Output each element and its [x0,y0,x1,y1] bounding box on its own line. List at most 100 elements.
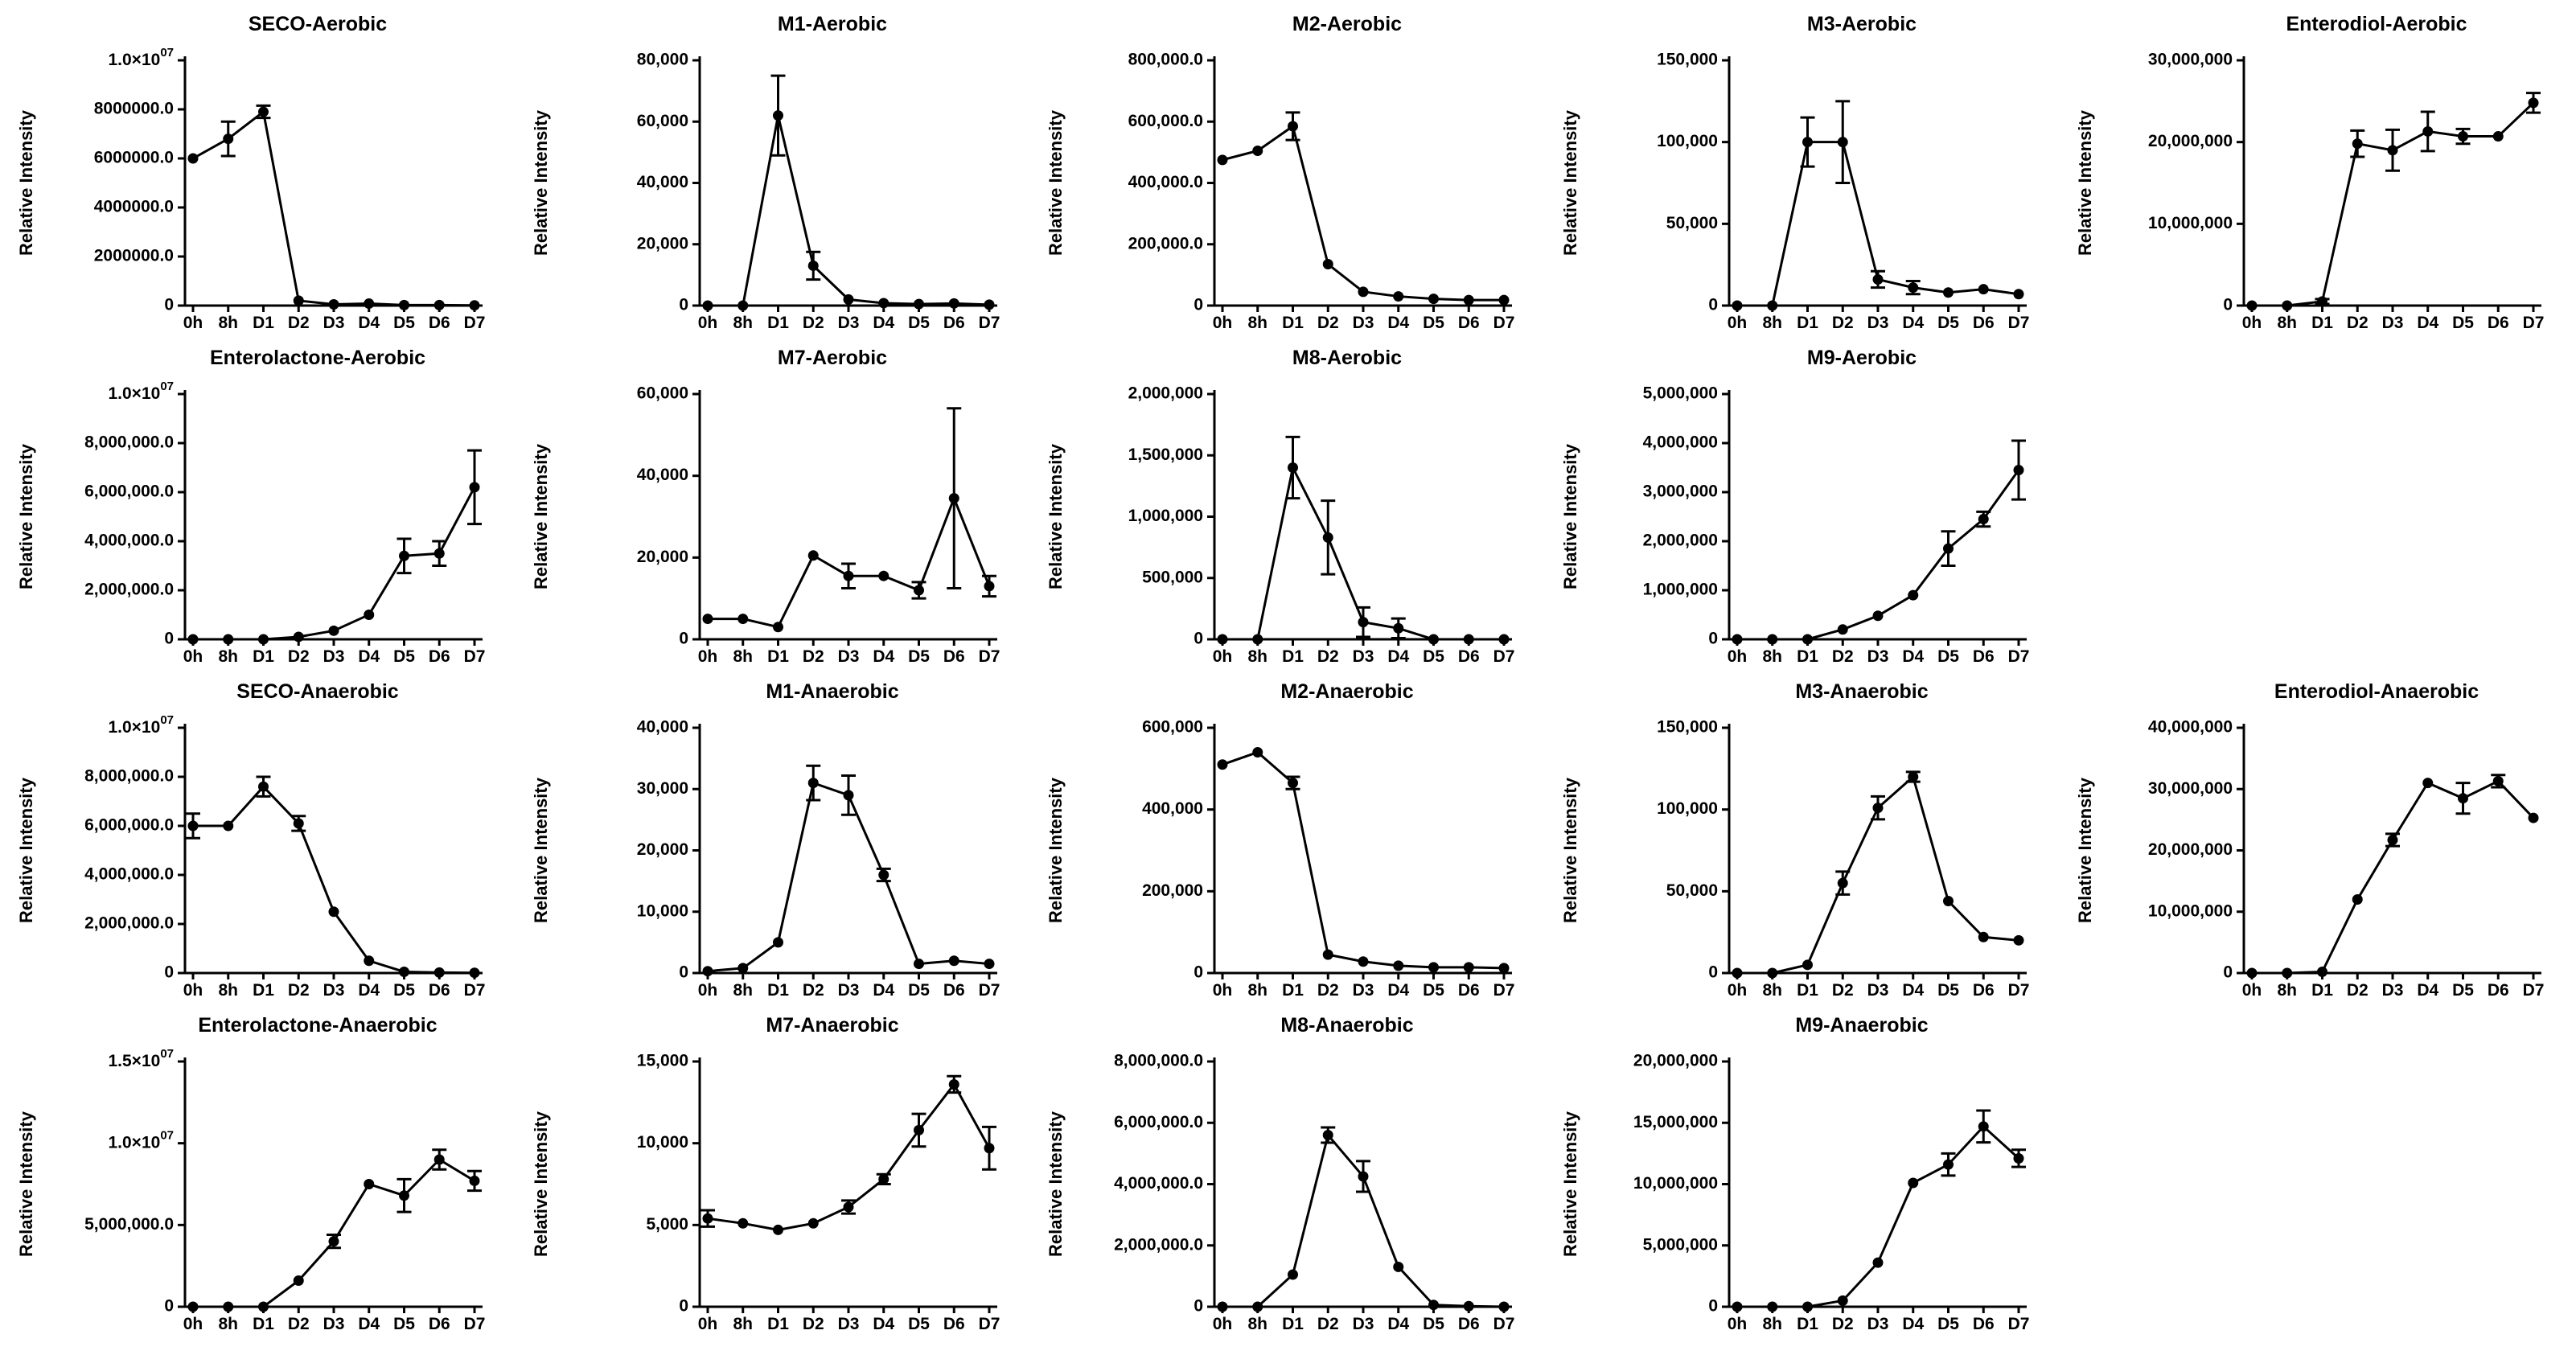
chart-title: Enterolactone-Anaerobic [198,1014,437,1037]
data-point [1908,1177,1919,1189]
y-tick-label: 0 [1708,1297,1718,1316]
x-tick-label: D3 [323,314,345,332]
x-tick-label: D6 [1458,647,1480,666]
x-tick-label: D6 [1973,1315,1995,1333]
data-point [1732,967,1743,979]
x-tick-label: D2 [1317,981,1339,1000]
x-tick-label: 8h [733,314,753,332]
data-point [1978,284,1989,295]
data-point [2422,778,2434,789]
y-tick-label: 0 [164,1297,174,1316]
data-point [1217,154,1228,166]
chart-title: Enterolactone-Aerobic [210,347,425,369]
y-tick-label: 1.5×1007 [108,1047,174,1070]
x-tick-label: D5 [908,981,930,1000]
chart-panel: M8-Anaerobic Relative Intensity 0 2,000,000… [1046,1014,1514,1333]
x-tick-label: D4 [873,981,894,1000]
data-point [878,869,889,881]
y-tick-label: 0 [1194,630,1203,648]
data-point [399,550,409,561]
data-point [223,820,234,831]
y-tick-label: 30,000,000 [2148,779,2233,798]
x-tick-label: D3 [2382,981,2404,1000]
data-point [223,1301,234,1312]
data-point [1767,1301,1778,1312]
data-point [914,585,924,596]
x-tick-label: D4 [1902,981,1924,1000]
data-point [469,300,480,311]
x-tick-label: D2 [288,314,310,332]
data-point [1393,291,1404,302]
series-line [193,1158,475,1308]
chart-title: M7-Anaerobic [766,1014,898,1037]
data-point [2282,967,2293,979]
y-tick-label: 0 [164,963,174,982]
y-axis-label: Relative Intensity [1560,443,1580,589]
data-point [1393,960,1404,971]
y-tick-label: 1.0×1007 [108,380,174,402]
x-tick-label: 8h [1247,314,1267,332]
data-point [1767,634,1778,645]
x-tick-label: D7 [979,314,1000,332]
y-tick-label: 4,000,000.0 [1114,1174,1203,1193]
x-tick-label: 0h [2242,981,2262,1000]
chart-panel: M7-Anaerobic Relative Intensity 0 5,000 10,0… [531,1014,1000,1333]
data-point [187,1301,199,1312]
y-tick-label: 5,000,000 [1643,384,1718,403]
x-tick-label: D4 [358,1315,380,1333]
x-tick-label: D3 [1353,647,1374,666]
y-tick-label: 0 [679,296,688,314]
x-tick-label: D7 [1493,314,1515,332]
series-line [2252,779,2535,975]
series-line [708,115,990,307]
data-point [878,570,889,581]
x-tick-label: D3 [838,981,860,1000]
x-tick-label: D5 [1937,314,1959,332]
data-point [364,1179,375,1189]
y-tick-label: 2,000,000 [1643,532,1718,550]
y-tick-label: 10,000 [637,1133,688,1152]
x-tick-label: D6 [943,1315,965,1333]
x-tick-label: D3 [1353,314,1374,332]
x-tick-label: D3 [1353,981,1374,1000]
y-tick-label: 2,000,000 [1128,384,1203,403]
chart-title: SECO-Aerobic [249,13,387,35]
data-point [2352,138,2363,150]
data-point [878,298,889,309]
chart-panel: Enterodiol-Aerobic Relative Intensity 0 10,… [2075,13,2544,332]
x-tick-label: D7 [464,981,486,1000]
data-point [1498,963,1510,974]
chart-panel: Enterolactone-Aerobic Relative Intensity 0… [16,347,485,666]
y-axis-label: Relative Intensity [16,777,36,923]
x-tick-label: D2 [2347,981,2369,1000]
y-axis-label: Relative Intensity [16,1111,36,1257]
x-tick-label: 8h [733,647,753,666]
data-point [984,959,995,970]
x-tick-label: 8h [733,1315,753,1333]
data-point [1498,634,1510,645]
x-tick-label: 0h [1728,647,1748,666]
data-point [2422,125,2434,137]
series-line [1737,1124,2020,1308]
y-tick-label: 8,000,000.0 [1114,1052,1203,1070]
x-tick-label: D6 [1458,314,1480,332]
y-tick-label: 40,000 [637,466,688,484]
data-point [2528,97,2539,109]
x-tick-label: D4 [358,647,380,666]
y-axis-label: Relative Intensity [531,443,551,589]
data-point [1322,1130,1333,1140]
y-tick-label: 5,000,000.0 [84,1215,174,1234]
data-point [702,966,713,977]
data-point [258,1301,269,1312]
x-tick-label: 8h [1762,1315,1782,1333]
x-tick-label: D4 [1902,1315,1924,1333]
x-tick-label: D2 [288,647,310,666]
x-tick-label: D1 [767,981,789,1000]
data-point [2246,300,2258,311]
x-tick-label: D7 [464,314,486,332]
x-tick-label: D3 [323,981,345,1000]
data-point [433,1154,445,1165]
y-tick-label: 10,000,000 [2148,901,2233,920]
x-tick-label: 8h [1762,647,1782,666]
data-point [187,820,199,831]
